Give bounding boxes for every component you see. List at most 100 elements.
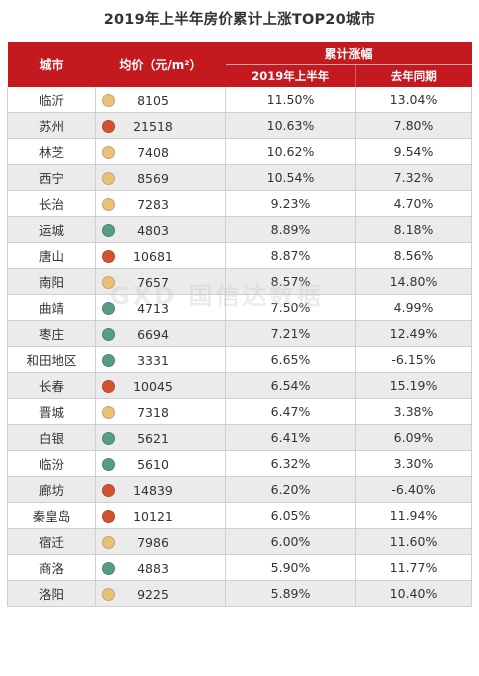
city-cell: 洛阳 [7,580,96,607]
growth-2019-h1-cell: 9.23% [225,190,356,217]
price-cell: 10681 [95,242,226,269]
city-cell: 南阳 [7,268,96,295]
price-value: 10121 [133,508,173,524]
growth-last-year-cell: 7.32% [355,164,473,191]
city-cell: 晋城 [7,398,96,425]
city-cell: 西宁 [7,164,96,191]
price-tier-dot-icon [102,483,115,497]
price-cell: 7318 [95,398,226,425]
city-cell: 临沂 [7,87,96,113]
growth-last-year-cell: 15.19% [355,372,473,399]
price-value: 5621 [137,430,169,446]
city-cell: 秦皇岛 [7,502,96,529]
price-tier-dot-icon [102,587,115,601]
growth-last-year-cell: 11.60% [355,528,473,555]
growth-2019-h1-cell: 6.54% [225,372,356,399]
growth-last-year-cell: 11.94% [355,502,473,529]
growth-last-year-cell: -6.40% [355,476,473,503]
city-cell: 白银 [7,424,96,451]
city-cell: 运城 [7,216,96,243]
growth-last-year-cell: 3.38% [355,398,473,425]
growth-last-year-cell: 8.56% [355,242,473,269]
price-tier-dot-icon [102,301,115,315]
price-value: 3331 [137,352,169,368]
price-tier-dot-icon [102,353,115,367]
header-growth-group: 累计涨幅 [225,42,472,65]
table-row: 临沂 8105 11.50% 13.04% [7,87,473,113]
table-row: 林芝 7408 10.62% 9.54% [7,138,473,165]
growth-2019-h1-cell: 6.20% [225,476,356,503]
price-cell: 7283 [95,190,226,217]
table-row: 临汾 5610 6.32% 3.30% [7,450,473,477]
growth-last-year-cell: -6.15% [355,346,473,373]
city-cell: 廊坊 [7,476,96,503]
ranking-table: 城市 均价（元/m²） 累计涨幅 2019年上半年 去年同期 临沂 8105 11.… [7,42,473,607]
city-cell: 宿迁 [7,528,96,555]
price-cell: 8105 [95,87,226,113]
table-row: 长春 10045 6.54% 15.19% [7,372,473,399]
growth-last-year-cell: 4.99% [355,294,473,321]
price-value: 14839 [133,482,173,498]
city-cell: 苏州 [7,112,96,139]
growth-last-year-cell: 7.80% [355,112,473,139]
header-last-year: 去年同期 [354,64,472,87]
price-value: 7318 [137,404,169,420]
table-header: 城市 均价（元/m²） 累计涨幅 2019年上半年 去年同期 [7,42,472,87]
city-cell: 长春 [7,372,96,399]
table-row: 苏州 21518 10.63% 7.80% [7,112,473,139]
growth-2019-h1-cell: 6.05% [225,502,356,529]
growth-last-year-cell: 14.80% [355,268,473,295]
growth-2019-h1-cell: 7.50% [225,294,356,321]
growth-last-year-cell: 13.04% [355,87,473,113]
growth-last-year-cell: 4.70% [355,190,473,217]
price-cell: 4803 [95,216,226,243]
price-tier-dot-icon [102,145,115,159]
growth-2019-h1-cell: 8.89% [225,216,356,243]
growth-2019-h1-cell: 8.57% [225,268,356,295]
price-value: 4883 [137,560,169,576]
growth-last-year-cell: 9.54% [355,138,473,165]
growth-2019-h1-cell: 6.47% [225,398,356,425]
table-row: 运城 4803 8.89% 8.18% [7,216,473,243]
price-cell: 14839 [95,476,226,503]
growth-2019-h1-cell: 6.65% [225,346,356,373]
table-row: 秦皇岛 10121 6.05% 11.94% [7,502,473,529]
price-cell: 10045 [95,372,226,399]
growth-2019-h1-cell: 10.54% [225,164,356,191]
price-tier-dot-icon [102,535,115,549]
growth-2019-h1-cell: 6.00% [225,528,356,555]
price-value: 8569 [137,170,169,186]
price-cell: 7657 [95,268,226,295]
price-cell: 3331 [95,346,226,373]
price-tier-dot-icon [102,93,115,107]
price-cell: 7986 [95,528,226,555]
price-value: 7408 [137,144,169,160]
header-city: 城市 [7,42,96,87]
header-price: 均价（元/m²） [95,42,226,87]
price-value: 5610 [137,456,169,472]
price-value: 7283 [137,196,169,212]
city-cell: 长治 [7,190,96,217]
table-row: 枣庄 6694 7.21% 12.49% [7,320,473,347]
city-cell: 曲靖 [7,294,96,321]
growth-last-year-cell: 12.49% [355,320,473,347]
growth-last-year-cell: 3.30% [355,450,473,477]
header-h1-2019: 2019年上半年 [225,64,356,87]
price-tier-dot-icon [102,119,115,133]
price-cell: 5610 [95,450,226,477]
price-tier-dot-icon [102,249,115,263]
growth-2019-h1-cell: 6.41% [225,424,356,451]
price-tier-dot-icon [102,431,115,445]
price-tier-dot-icon [102,223,115,237]
city-cell: 和田地区 [7,346,96,373]
city-cell: 枣庄 [7,320,96,347]
price-value: 9225 [137,586,169,602]
price-value: 4713 [137,300,169,316]
price-tier-dot-icon [102,379,115,393]
growth-last-year-cell: 6.09% [355,424,473,451]
table-row: 商洛 4883 5.90% 11.77% [7,554,473,581]
price-value: 7986 [137,534,169,550]
price-tier-dot-icon [102,457,115,471]
table-row: 曲靖 4713 7.50% 4.99% [7,294,473,321]
price-value: 21518 [133,118,173,134]
